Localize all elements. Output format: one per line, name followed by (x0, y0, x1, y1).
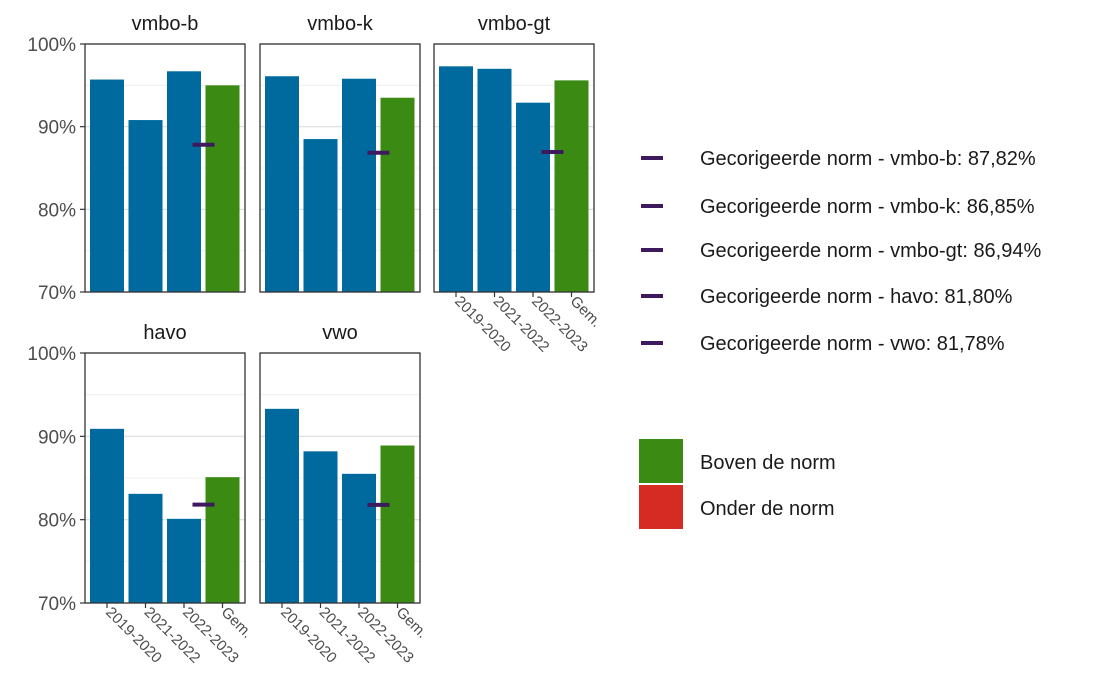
bar-havo-2022-2023 (167, 518, 201, 603)
legend: Gecorigeerde norm - vmbo-b: 87,82% Gecori… (639, 148, 1041, 529)
panel-border (433, 43, 595, 293)
panel-border (259, 352, 421, 604)
y-tick-label: 90% (38, 427, 76, 448)
facet-label-vmbo-gt: vmbo-gt (478, 13, 551, 35)
y-tick-label: 70% (38, 283, 76, 304)
bar-vmbo-gt-2022-2023 (516, 102, 550, 293)
bar-vmbo-gt-Gem. (554, 80, 589, 292)
y-tick-label: 80% (38, 511, 76, 532)
panel-border (259, 43, 421, 293)
legend-norm-label: Gecorigeerde norm - vmbo-b: 87,82% (700, 148, 1036, 170)
facet-panel-vmbo-b: vmbo-b 70% 80% 90% 100% (27, 13, 246, 304)
bar-vmbo-b-Gem. (205, 85, 240, 292)
bar-vwo-2022-2023 (342, 473, 376, 603)
facet-panel-havo: havo70%80%90%100%2019-20202021-20222022-… (27, 322, 255, 667)
bar-vwo-2021-2022 (303, 451, 338, 603)
bar-vmbo-k-Gem. (380, 97, 415, 292)
facet-label-vmbo-k: vmbo-k (307, 13, 374, 35)
facet-panel-vmbo-k: vmbo-k (259, 13, 421, 293)
legend-fill-label: Boven de norm (700, 452, 836, 474)
bar-havo-2021-2022 (128, 493, 163, 603)
bar-vmbo-k-2019-2020 (265, 76, 299, 293)
legend-norm-label: Gecorigeerde norm - vmbo-gt: 86,94% (700, 240, 1041, 262)
bar-havo-Gem. (205, 477, 240, 603)
panel-border (84, 352, 246, 604)
bar-vmbo-k-2021-2022 (303, 139, 338, 292)
facet-label-havo: havo (143, 322, 186, 344)
legend-norm-label: Gecorigeerde norm - havo: 81,80% (700, 286, 1013, 308)
bar-havo-2019-2020 (90, 428, 124, 603)
legend-fill-label: Onder de norm (700, 498, 835, 520)
bar-vmbo-k-2022-2023 (342, 78, 376, 292)
panel-border (84, 43, 246, 293)
legend-fill-swatch (639, 485, 683, 529)
bar-vwo-2019-2020 (265, 408, 299, 603)
y-tick-label: 100% (27, 35, 76, 56)
y-tick-label: 90% (38, 118, 76, 139)
bar-vwo-Gem. (380, 445, 415, 603)
legend-fill-swatch (639, 439, 683, 483)
bar-vmbo-b-2022-2023 (167, 71, 201, 292)
y-tick-label: 100% (27, 344, 76, 365)
facet-label-vmbo-b: vmbo-b (132, 13, 199, 35)
bar-vmbo-b-2019-2020 (90, 79, 124, 293)
bar-vmbo-gt-2021-2022 (477, 68, 512, 292)
legend-norm-label: Gecorigeerde norm - vwo: 81,78% (700, 333, 1005, 355)
bar-vmbo-b-2021-2022 (128, 120, 163, 292)
y-tick-label: 70% (38, 594, 76, 615)
y-tick-label: 80% (38, 200, 76, 221)
legend-norm-label: Gecorigeerde norm - vmbo-k: 86,85% (700, 196, 1035, 218)
facet-label-vwo: vwo (322, 322, 358, 344)
bar-vmbo-gt-2019-2020 (439, 66, 473, 292)
